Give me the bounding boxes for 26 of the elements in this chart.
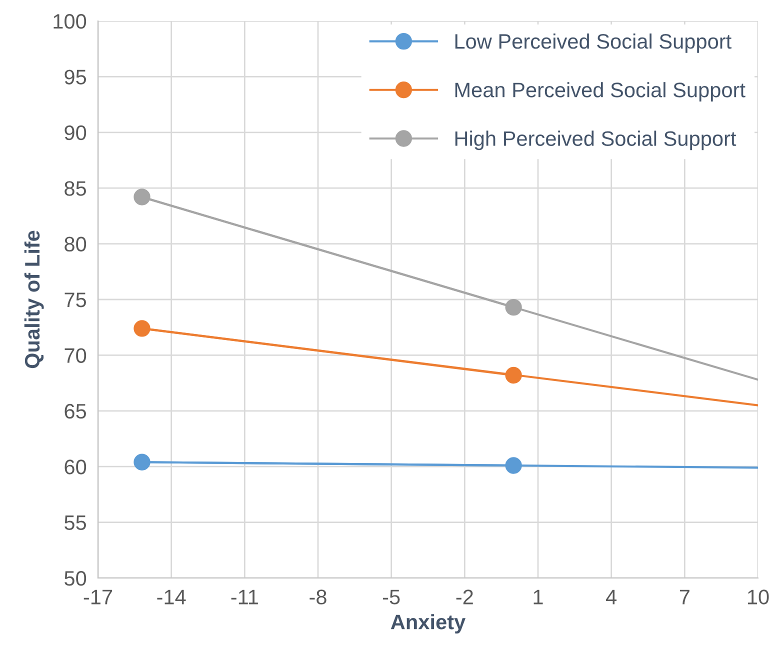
x-tick-label: 7 xyxy=(680,590,690,604)
legend-label: Low Perceived Social Support xyxy=(455,34,732,53)
y-tick-label: 100 xyxy=(54,14,86,29)
x-tick-label: -5 xyxy=(382,590,400,604)
y-tick-label: 60 xyxy=(64,460,86,474)
x-tick-label: -17 xyxy=(84,590,112,604)
x-tick-label: -11 xyxy=(231,590,258,604)
y-tick-label: 90 xyxy=(64,125,86,140)
x-tick-label: -14 xyxy=(157,590,186,604)
x-axis-title: Anxiety xyxy=(390,614,466,634)
x-tick-label: 4 xyxy=(606,590,617,604)
x-tick-label: -8 xyxy=(310,590,326,604)
y-tick-label: 65 xyxy=(64,404,86,419)
x-tick-label: -2 xyxy=(456,590,473,604)
y-tick-label: 80 xyxy=(64,236,86,252)
y-tick-label: 70 xyxy=(64,348,86,363)
x-tick-label: 10 xyxy=(748,590,769,604)
x-tick-label: 1 xyxy=(534,590,543,604)
y-tick-label: 55 xyxy=(64,516,86,530)
legend-label: Mean Perceived Social Support xyxy=(455,82,746,102)
legend-label: High Perceived Social Support xyxy=(455,130,736,150)
y-tick-label: 50 xyxy=(64,571,86,586)
y-tick-label: 85 xyxy=(64,181,86,196)
y-tick-label: 75 xyxy=(64,292,86,308)
y-axis-title: Quality of Life xyxy=(24,230,44,368)
y-tick-label: 95 xyxy=(64,70,86,84)
